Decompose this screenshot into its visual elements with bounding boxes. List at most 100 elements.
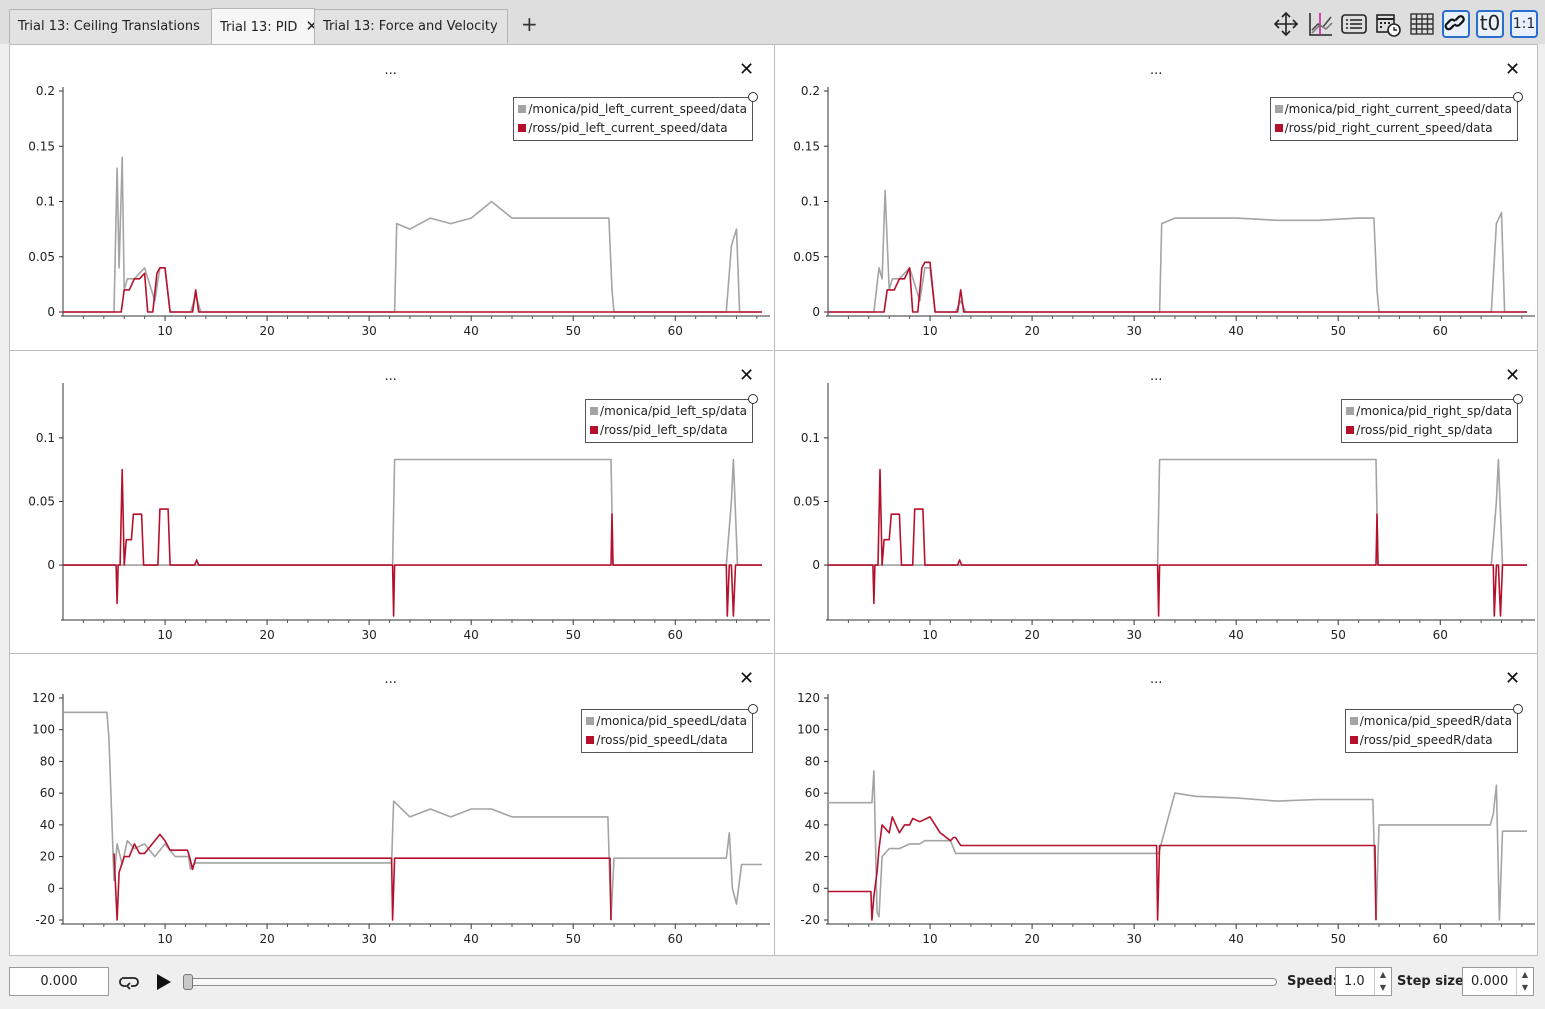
timeline-slider[interactable] bbox=[184, 978, 1277, 986]
y-tick-label: -20 bbox=[35, 913, 55, 927]
close-plot-icon[interactable]: ✕ bbox=[739, 365, 755, 386]
legend-resize-handle[interactable] bbox=[1513, 394, 1523, 404]
plot-menu-dots[interactable]: ... bbox=[1150, 369, 1163, 384]
list-icon[interactable] bbox=[1340, 10, 1368, 38]
plot-legend[interactable]: /monica/pid_left_current_speed/data/ross… bbox=[513, 97, 753, 141]
legend-entry[interactable]: /ross/pid_left_sp/data bbox=[590, 421, 747, 440]
plot-legend[interactable]: /monica/pid_right_sp/data/ross/pid_right… bbox=[1341, 399, 1518, 443]
legend-swatch bbox=[518, 105, 527, 113]
plot-menu-dots[interactable]: ... bbox=[384, 672, 397, 687]
plot-menu-dots[interactable]: ... bbox=[384, 369, 397, 384]
plot-panel[interactable]: ... ✕ 0 0.05 0.1 10 20 30 40 50 60/monica/pid_righ… bbox=[774, 350, 1538, 653]
plot-menu-dots[interactable]: ... bbox=[1150, 63, 1163, 78]
legend-resize-handle[interactable] bbox=[1513, 704, 1523, 714]
time-field[interactable]: 0.000 bbox=[9, 967, 109, 996]
legend-entry[interactable]: /ross/pid_right_sp/data bbox=[1346, 421, 1512, 440]
grid-icon[interactable] bbox=[1408, 10, 1436, 38]
plot-legend[interactable]: /monica/pid_speedR/data/ross/pid_speedR/… bbox=[1344, 709, 1518, 753]
legend-entry[interactable]: /monica/pid_left_sp/data bbox=[590, 402, 747, 421]
plot-menu-dots[interactable]: ... bbox=[1150, 672, 1163, 687]
x-tick-label: 10 bbox=[922, 628, 937, 642]
monica-series-line bbox=[63, 711, 762, 921]
ross-series-line bbox=[63, 468, 762, 617]
legend-entry[interactable]: /monica/pid_left_current_speed/data bbox=[518, 100, 747, 119]
speed-spinbox[interactable]: 1.0 ▲ ▼ bbox=[1335, 967, 1392, 996]
legend-resize-handle[interactable] bbox=[748, 704, 758, 714]
arrow-down-icon[interactable]: ▼ bbox=[1521, 983, 1529, 992]
play-icon[interactable] bbox=[154, 972, 174, 992]
close-plot-icon[interactable]: ✕ bbox=[739, 668, 755, 689]
legend-entry[interactable]: /monica/pid_right_current_speed/data bbox=[1274, 100, 1512, 119]
legend-entry[interactable]: /ross/pid_speedR/data bbox=[1349, 731, 1512, 750]
arrow-down-icon[interactable]: ▼ bbox=[1379, 983, 1387, 992]
plot-canvas[interactable]: 0 0.05 0.1 0.15 0.2 10 20 30 40 50 60 bbox=[775, 45, 1539, 350]
x-tick-label: 10 bbox=[922, 932, 937, 946]
legend-entry[interactable]: /monica/pid_speedL/data bbox=[586, 712, 747, 731]
plot-canvas[interactable]: 0 0.05 0.1 0.15 0.2 10 20 30 40 50 60 bbox=[10, 45, 773, 350]
y-tick-label: 0 bbox=[47, 558, 55, 572]
plot-panel[interactable]: ... ✕ -20 0 20 40 60 80 100 120 10 20 30 40 50 60/monic… bbox=[10, 653, 773, 956]
tab-pid[interactable]: Trial 13: PID ✕ bbox=[211, 8, 318, 44]
y-tick-label: 20 bbox=[40, 850, 55, 864]
plot-panel[interactable]: ... ✕ 0 0.05 0.1 0.15 0.2 10 20 30 40 50 60/monica/p… bbox=[10, 45, 773, 350]
plot-panel[interactable]: ... ✕ 0 0.05 0.1 0.15 0.2 10 20 30 40 50 60/monica/p… bbox=[774, 45, 1538, 350]
loop-icon[interactable] bbox=[117, 972, 141, 992]
tab-ceiling-translations[interactable]: Trial 13: Ceiling Translations bbox=[9, 9, 212, 43]
x-tick-label: 10 bbox=[922, 324, 937, 338]
t0-icon[interactable]: t0 bbox=[1476, 10, 1504, 38]
plot-legend[interactable]: /monica/pid_speedL/data/ross/pid_speedL/… bbox=[581, 709, 753, 753]
y-tick-label: 0.15 bbox=[793, 139, 820, 153]
step-size-label: Step size: bbox=[1397, 974, 1470, 989]
close-plot-icon[interactable]: ✕ bbox=[739, 59, 755, 80]
ross-series-line bbox=[113, 833, 612, 921]
close-plot-icon[interactable]: ✕ bbox=[1505, 59, 1521, 80]
legend-entry[interactable]: /ross/pid_right_current_speed/data bbox=[1274, 119, 1512, 138]
plot-canvas[interactable]: 0 0.05 0.1 10 20 30 40 50 60 bbox=[10, 351, 773, 654]
timeline-handle[interactable] bbox=[183, 974, 193, 990]
legend-swatch bbox=[586, 736, 595, 744]
step-size-spinbox[interactable]: 0.000 ▲ ▼ bbox=[1462, 967, 1534, 996]
legend-entry[interactable]: /monica/pid_right_sp/data bbox=[1346, 402, 1512, 421]
step-size-value: 0.000 bbox=[1471, 974, 1509, 989]
one-to-one-icon[interactable]: 1:1 bbox=[1510, 10, 1538, 38]
x-tick-label: 50 bbox=[566, 932, 581, 946]
tab-label: Trial 13: Ceiling Translations bbox=[18, 19, 200, 34]
close-plot-icon[interactable]: ✕ bbox=[1505, 668, 1521, 689]
y-tick-label: 120 bbox=[32, 691, 55, 705]
y-tick-label: 0.05 bbox=[793, 495, 820, 509]
ratio-label: 1:1 bbox=[1512, 16, 1536, 32]
close-plot-icon[interactable]: ✕ bbox=[1505, 365, 1521, 386]
arrow-up-icon[interactable]: ▲ bbox=[1379, 970, 1387, 979]
plot-legend[interactable]: /monica/pid_left_sp/data/ross/pid_left_s… bbox=[585, 399, 753, 443]
plot-canvas[interactable]: -20 0 20 40 60 80 100 120 10 20 30 40 50 60 bbox=[775, 654, 1539, 957]
x-tick-label: 50 bbox=[1331, 628, 1346, 642]
legend-resize-handle[interactable] bbox=[1513, 92, 1523, 102]
legend-entry[interactable]: /monica/pid_speedR/data bbox=[1349, 712, 1512, 731]
x-tick-label: 30 bbox=[361, 932, 376, 946]
move-icon[interactable] bbox=[1272, 10, 1300, 38]
y-tick-label: 60 bbox=[40, 786, 55, 800]
plot-canvas[interactable]: 0 0.05 0.1 10 20 30 40 50 60 bbox=[775, 351, 1539, 654]
plot-canvas[interactable]: -20 0 20 40 60 80 100 120 10 20 30 40 50 60 bbox=[10, 654, 773, 957]
legend-resize-handle[interactable] bbox=[748, 92, 758, 102]
x-tick-label: 50 bbox=[566, 324, 581, 338]
plot-legend[interactable]: /monica/pid_right_current_speed/data/ros… bbox=[1269, 97, 1518, 141]
x-tick-label: 40 bbox=[464, 324, 479, 338]
legend-entry[interactable]: /ross/pid_speedL/data bbox=[586, 731, 747, 750]
add-tab-button[interactable]: + bbox=[521, 12, 538, 36]
line-chart-icon[interactable] bbox=[1306, 10, 1334, 38]
plot-menu-dots[interactable]: ... bbox=[384, 63, 397, 78]
arrow-up-icon[interactable]: ▲ bbox=[1521, 970, 1529, 979]
x-tick-label: 60 bbox=[668, 932, 683, 946]
legend-entry[interactable]: /ross/pid_left_current_speed/data bbox=[518, 119, 747, 138]
speed-stepper-arrows[interactable]: ▲ ▼ bbox=[1374, 968, 1391, 995]
tab-label: Trial 13: Force and Velocity bbox=[323, 19, 498, 34]
legend-resize-handle[interactable] bbox=[748, 394, 758, 404]
link-icon[interactable] bbox=[1442, 10, 1470, 38]
step-stepper-arrows[interactable]: ▲ ▼ bbox=[1516, 968, 1533, 995]
tab-force-velocity[interactable]: Trial 13: Force and Velocity bbox=[314, 9, 508, 43]
calendar-clock-icon[interactable] bbox=[1374, 10, 1402, 38]
plot-panel[interactable]: ... ✕ -20 0 20 40 60 80 100 120 10 20 30 40 50 60/monic… bbox=[774, 653, 1538, 956]
x-tick-label: 50 bbox=[566, 628, 581, 642]
plot-panel[interactable]: ... ✕ 0 0.05 0.1 10 20 30 40 50 60/monica/pid_left… bbox=[10, 350, 773, 653]
